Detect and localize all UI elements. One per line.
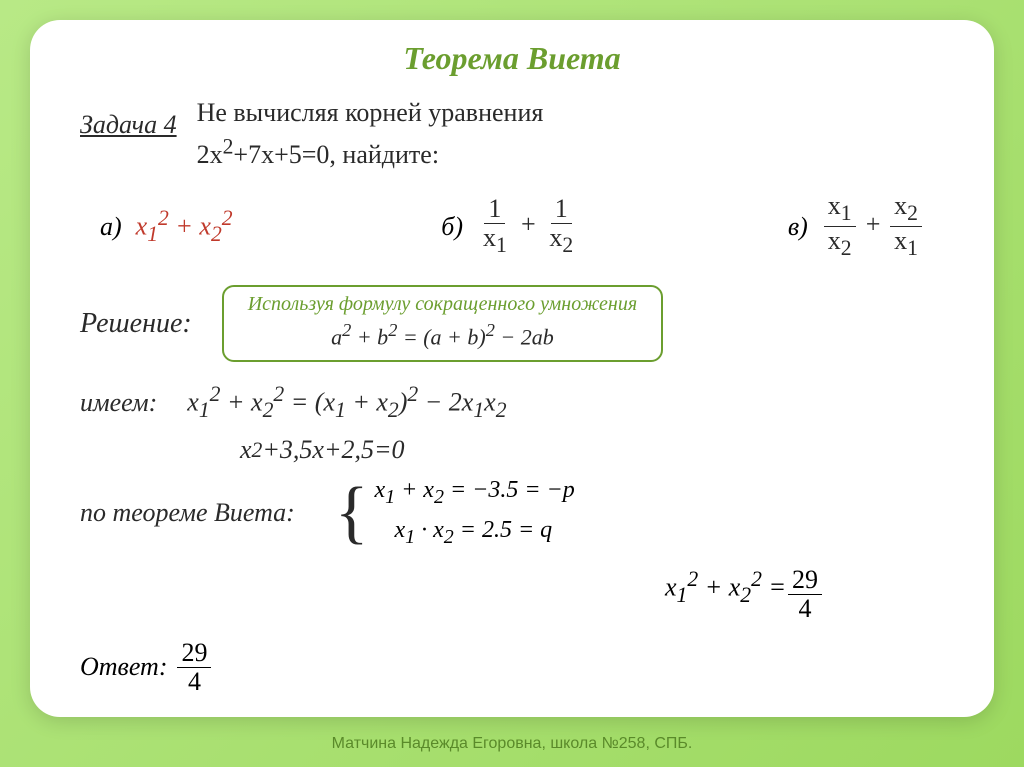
- answer-row: Ответ: 29 4: [80, 640, 944, 695]
- option-b-label: б): [441, 212, 463, 242]
- solution-row: Решение: Используя формулу сокращенного …: [80, 285, 944, 362]
- formula-box: Используя формулу сокращенного умножения…: [222, 285, 663, 362]
- solution-label: Решение:: [80, 308, 192, 340]
- option-b-expr: 1x1 + 1x2: [477, 196, 579, 257]
- option-b: б) 1x1 + 1x2: [441, 193, 579, 260]
- system-eqs: x1 + x2 = −3.5 = −p x1 · x2 = 2.5 = q: [374, 477, 574, 549]
- vieta-row: по теореме Виета: { x1 + x2 = −3.5 = −p …: [80, 477, 944, 549]
- vieta-eq1: x1 + x2 = −3.5 = −p: [374, 477, 574, 509]
- options-row: а) x12 + x22 б) 1x1 + 1x2 в) x1x2 + x2x1: [80, 193, 944, 260]
- slide-card: Теорема Виета Задача 4 Не вычисляя корне…: [30, 20, 994, 717]
- have-line: имеем: x12 + x22 = (x1 + x2)2 − 2x1x2: [80, 382, 944, 423]
- option-v-expr: x1x2 + x2x1: [822, 193, 924, 260]
- have-label: имеем:: [80, 388, 157, 418]
- option-v: в) x1x2 + x2x1: [788, 193, 924, 260]
- result-lhs: x12 + x22 =: [665, 567, 786, 622]
- result-frac: 29 4: [788, 567, 822, 622]
- vieta-label: по теореме Виета:: [80, 498, 295, 528]
- slide-title: Теорема Виета: [80, 40, 944, 77]
- answer-frac: 29 4: [177, 640, 211, 695]
- option-v-label: в): [788, 212, 808, 242]
- option-a: а) x12 + x22: [100, 193, 233, 260]
- reduced-eq: x2+3,5x+2,5=0: [80, 435, 944, 465]
- have-expr: x12 + x22 = (x1 + x2)2 − 2x1x2: [187, 382, 506, 423]
- result-row: x12 + x22 = 29 4: [80, 567, 944, 622]
- vieta-eq2: x1 · x2 = 2.5 = q: [374, 517, 574, 549]
- footer-credit: Матчина Надежда Егоровна, школа №258, СП…: [0, 735, 1024, 753]
- task-label: Задача 4: [80, 110, 177, 140]
- formula-box-title: Используя формулу сокращенного умножения: [248, 293, 637, 316]
- vieta-system: { x1 + x2 = −3.5 = −p x1 · x2 = 2.5 = q: [335, 477, 575, 549]
- formula-box-eq: a2 + b2 = (a + b)2 − 2ab: [248, 320, 637, 350]
- task-text: Не вычисляя корней уравнения 2x2+7x+5=0,…: [197, 95, 544, 173]
- answer-label: Ответ:: [80, 652, 167, 682]
- option-a-expr: x12 + x22: [136, 206, 233, 247]
- brace-icon: {: [335, 478, 369, 548]
- task-line2: 2x2+7x+5=0, найдите:: [197, 140, 439, 169]
- task-row: Задача 4 Не вычисляя корней уравнения 2x…: [80, 95, 944, 173]
- option-a-label: а): [100, 212, 122, 242]
- task-line1: Не вычисляя корней уравнения: [197, 98, 544, 127]
